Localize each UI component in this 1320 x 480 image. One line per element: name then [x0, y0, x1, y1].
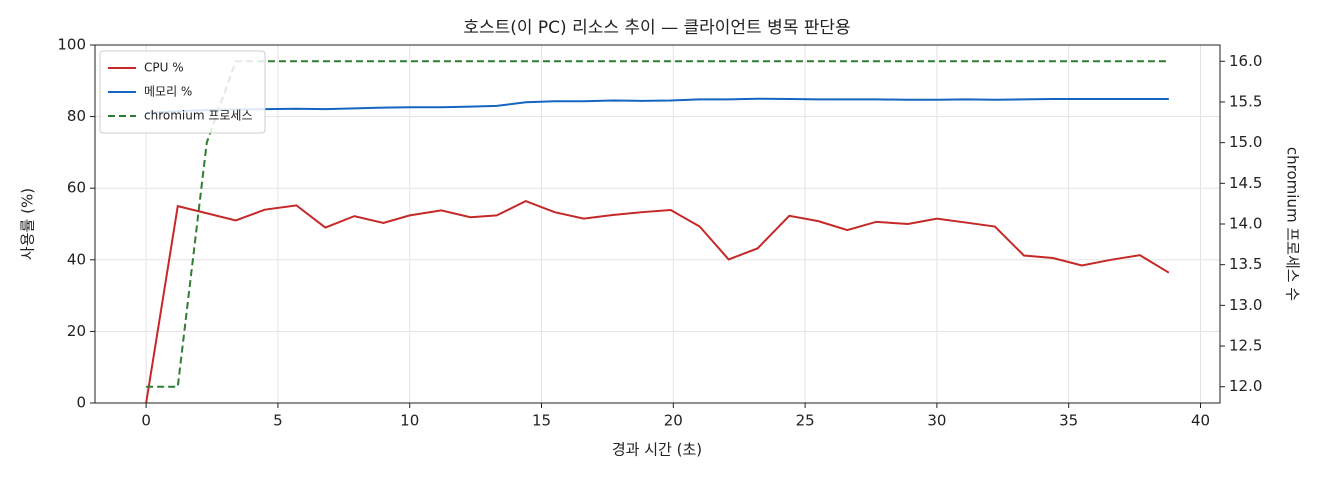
legend-box — [99, 50, 266, 134]
plot-frame — [94, 44, 1221, 404]
y2-tick-label: 13.5 — [1229, 255, 1262, 273]
data-line — [145, 199, 1170, 404]
x-tick-label: 10 — [400, 412, 419, 430]
chart-title: 호스트(이 PC) 리소스 추이 — 클라이언트 병목 판단용 — [463, 18, 850, 38]
y2-axis-label: chromium 프로세스 수 — [1284, 147, 1302, 301]
legend-label: 메모리 % — [144, 85, 192, 99]
y2-tick-label: 14.5 — [1229, 174, 1262, 192]
y-tick-label: 0 — [76, 394, 86, 412]
x-tick-label: 5 — [273, 412, 283, 430]
y2-tick-label: 14.0 — [1229, 215, 1262, 233]
y-tick-label: 80 — [67, 107, 86, 125]
legend: CPU % 메모리 % chromium 프로세스 — [99, 50, 266, 134]
data-line — [146, 60, 1169, 388]
y2-tick-label: 13.0 — [1229, 296, 1262, 314]
y2-tick-label: 15.0 — [1229, 133, 1262, 151]
y2-tick-label: 12.5 — [1229, 337, 1262, 355]
x-tick-label: 30 — [927, 412, 946, 430]
y2-tick-label: 16.0 — [1229, 52, 1262, 70]
x-tick-label: 40 — [1191, 412, 1210, 430]
y-tick-label: 20 — [67, 322, 86, 340]
x-tick-label: 20 — [664, 412, 683, 430]
y-tick-label: 100 — [57, 36, 86, 54]
y-tick-label: 40 — [67, 250, 86, 268]
x-tick-label: 15 — [532, 412, 551, 430]
y-tick-label: 60 — [67, 179, 86, 197]
x-tick-label: 25 — [796, 412, 815, 430]
y2-tick-label: 15.5 — [1229, 92, 1262, 110]
y-axis-label: 사용률 (%) — [19, 188, 37, 260]
legend-label: CPU % — [144, 61, 184, 75]
legend-label: chromium 프로세스 — [144, 109, 253, 123]
x-axis-label: 경과 시간 (초) — [612, 441, 702, 459]
x-tick-label: 0 — [141, 412, 151, 430]
y2-tick-label: 12.0 — [1229, 377, 1262, 395]
x-tick-label: 35 — [1059, 412, 1078, 430]
data-line — [146, 97, 1169, 115]
